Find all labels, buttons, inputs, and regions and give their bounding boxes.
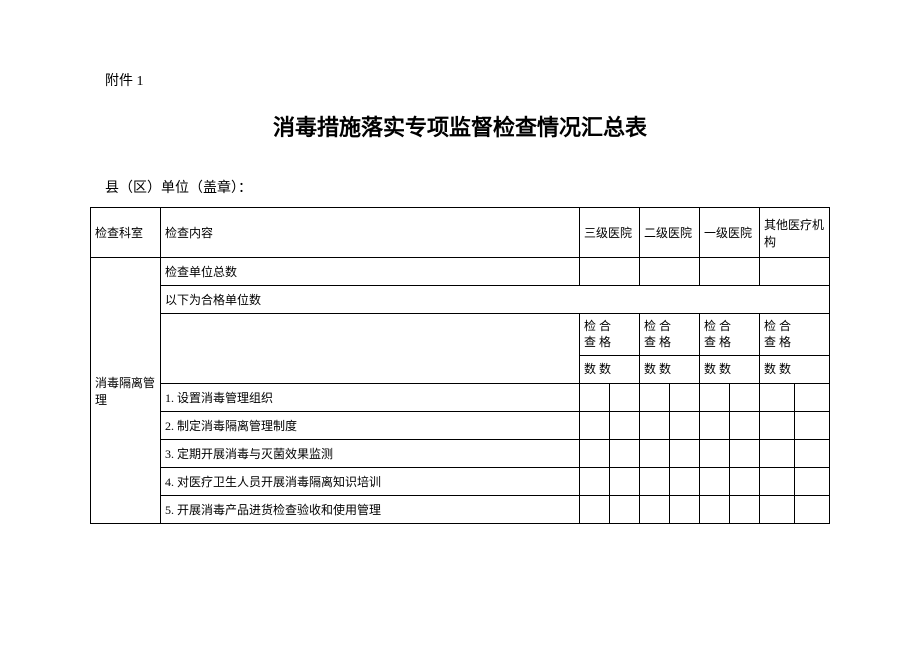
cell-empty [795, 440, 830, 468]
header-hospital-1: 一级医院 [700, 208, 760, 258]
table-row: 消毒隔离管理 检查单位总数 [91, 258, 830, 286]
cell-empty [580, 384, 610, 412]
cell-empty [760, 384, 795, 412]
cell-empty [730, 412, 760, 440]
cell-empty [730, 468, 760, 496]
item-5: 5. 开展消毒产品进货检查验收和使用管理 [161, 496, 580, 524]
cell-empty [580, 412, 610, 440]
subhead-count: 数 数 [640, 356, 700, 384]
header-dept: 检查科室 [91, 208, 161, 258]
cell-empty [760, 258, 830, 286]
cell-empty [760, 468, 795, 496]
header-content: 检查内容 [161, 208, 580, 258]
cell-empty [610, 440, 640, 468]
cell-empty [700, 258, 760, 286]
table-subheader-row: 检 合查 格 检 合查 格 检 合查 格 检 合查 格 [91, 314, 830, 356]
item-3: 3. 定期开展消毒与灭菌效果监测 [161, 440, 580, 468]
cell-empty [580, 468, 610, 496]
item-4: 4. 对医疗卫生人员开展消毒隔离知识培训 [161, 468, 580, 496]
cell-empty [795, 496, 830, 524]
cell-empty [640, 468, 670, 496]
subhead-count: 数 数 [700, 356, 760, 384]
cell-empty [580, 258, 640, 286]
table-row: 以下为合格单位数 [91, 286, 830, 314]
table-row: 5. 开展消毒产品进货检查验收和使用管理 [91, 496, 830, 524]
subhead-check-qual: 检 合查 格 [640, 314, 700, 356]
appendix-label: 附件 1 [105, 70, 830, 90]
subhead-check-qual: 检 合查 格 [580, 314, 640, 356]
cell-empty [670, 412, 700, 440]
cell-empty [760, 440, 795, 468]
header-hospital-other: 其他医疗机构 [760, 208, 830, 258]
summary-table: 检查科室 检查内容 三级医院 二级医院 一级医院 其他医疗机构 消毒隔离管理 检… [90, 207, 830, 524]
subhead-check-qual: 检 合查 格 [760, 314, 830, 356]
cell-empty [640, 496, 670, 524]
item-1: 1. 设置消毒管理组织 [161, 384, 580, 412]
section-label: 消毒隔离管理 [91, 258, 161, 524]
cell-empty [640, 258, 700, 286]
cell-empty [730, 496, 760, 524]
cell-empty [760, 412, 795, 440]
cell-empty [640, 412, 670, 440]
cell-empty [610, 496, 640, 524]
cell-empty [700, 412, 730, 440]
page-title: 消毒措施落实专项监督检查情况汇总表 [90, 110, 830, 142]
cell-empty [795, 384, 830, 412]
subhead-count: 数 数 [760, 356, 830, 384]
row-total-units: 检查单位总数 [161, 258, 580, 286]
cell-empty [760, 496, 795, 524]
subtitle-seal: 县（区）单位（盖章）： [105, 177, 830, 197]
cell-empty [610, 412, 640, 440]
row-qualified-units: 以下为合格单位数 [161, 286, 830, 314]
cell-empty [670, 468, 700, 496]
cell-empty [670, 384, 700, 412]
item-2: 2. 制定消毒隔离管理制度 [161, 412, 580, 440]
subhead-count: 数 数 [580, 356, 640, 384]
table-header-row: 检查科室 检查内容 三级医院 二级医院 一级医院 其他医疗机构 [91, 208, 830, 258]
cell-empty [640, 384, 670, 412]
cell-empty [580, 440, 610, 468]
table-row: 3. 定期开展消毒与灭菌效果监测 [91, 440, 830, 468]
table-row: 2. 制定消毒隔离管理制度 [91, 412, 830, 440]
cell-empty [640, 440, 670, 468]
header-hospital-2: 二级医院 [640, 208, 700, 258]
header-hospital-3: 三级医院 [580, 208, 640, 258]
cell-empty [610, 384, 640, 412]
cell-empty [730, 440, 760, 468]
subhead-check-qual: 检 合查 格 [700, 314, 760, 356]
cell-empty [161, 314, 580, 384]
cell-empty [795, 412, 830, 440]
table-row: 1. 设置消毒管理组织 [91, 384, 830, 412]
cell-empty [730, 384, 760, 412]
table-row: 4. 对医疗卫生人员开展消毒隔离知识培训 [91, 468, 830, 496]
cell-empty [670, 496, 700, 524]
cell-empty [700, 496, 730, 524]
cell-empty [700, 468, 730, 496]
cell-empty [700, 440, 730, 468]
cell-empty [580, 496, 610, 524]
cell-empty [795, 468, 830, 496]
cell-empty [610, 468, 640, 496]
cell-empty [700, 384, 730, 412]
cell-empty [670, 440, 700, 468]
